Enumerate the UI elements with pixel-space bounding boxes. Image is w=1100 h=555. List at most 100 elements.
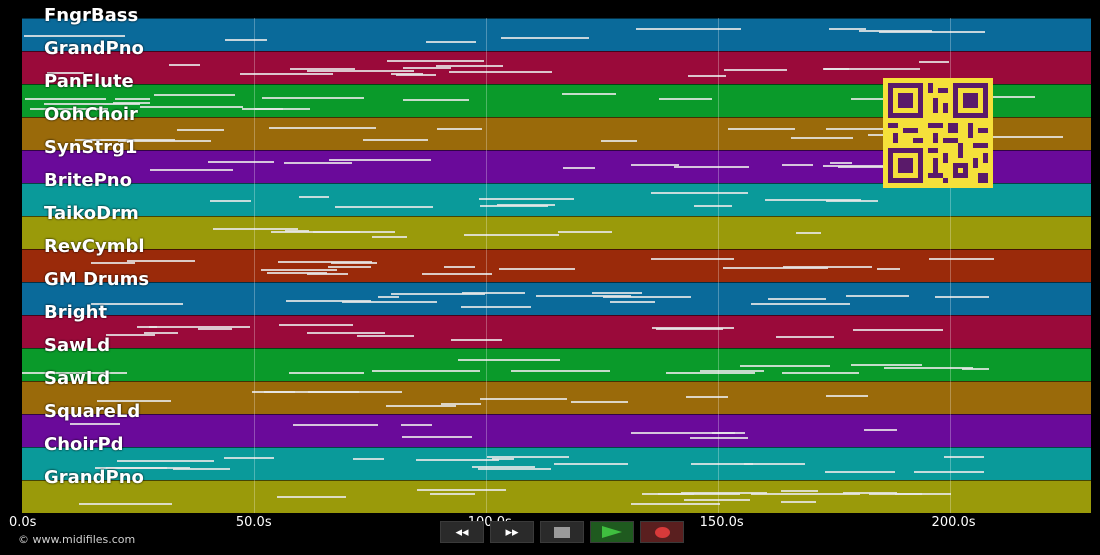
midi-note — [328, 266, 371, 268]
fast-forward-button[interactable]: ▸▸ — [490, 521, 534, 543]
midi-note — [331, 262, 377, 264]
track-lane[interactable] — [22, 18, 1091, 51]
midi-note — [458, 359, 560, 361]
stop-button[interactable] — [540, 521, 584, 543]
track-name-label: FngrBass — [44, 5, 139, 26]
midi-note — [659, 98, 712, 100]
midi-note — [449, 71, 552, 73]
midi-note — [173, 468, 230, 470]
midi-note — [826, 200, 878, 202]
midi-note — [451, 339, 502, 341]
track-name-label: GrandPno — [44, 467, 144, 488]
midi-note — [22, 372, 127, 374]
play-button[interactable] — [590, 521, 634, 543]
midi-note — [461, 306, 531, 308]
midi-note — [24, 35, 125, 37]
midi-note — [480, 398, 567, 400]
midi-note — [877, 268, 900, 270]
midi-note — [261, 269, 337, 271]
track-lane[interactable] — [22, 282, 1091, 315]
midi-note — [879, 31, 985, 33]
midi-note — [684, 499, 750, 501]
midi-note — [386, 405, 456, 407]
track-lane[interactable] — [22, 216, 1091, 249]
midi-note — [935, 296, 989, 298]
midi-note — [462, 292, 525, 294]
track-lane[interactable] — [22, 447, 1091, 480]
piano-roll[interactable] — [22, 18, 1091, 513]
midi-note — [603, 296, 691, 298]
midi-note — [269, 127, 376, 129]
midi-note — [441, 403, 481, 405]
track-name-label: GrandPno — [44, 38, 144, 59]
midi-note — [426, 41, 476, 43]
midi-note — [651, 258, 734, 260]
midi-note — [966, 136, 1063, 138]
transport-controls: ◂◂ ▸▸ — [440, 521, 684, 543]
midi-note — [307, 273, 348, 275]
midi-note — [329, 159, 431, 161]
track-lane[interactable] — [22, 480, 1091, 513]
midi-note — [127, 260, 195, 262]
copyright-credit: © www.midifiles.com — [18, 533, 136, 546]
midi-note — [262, 97, 364, 99]
time-axis-tick-label: 0.0s — [9, 515, 37, 530]
midi-note — [962, 368, 989, 370]
midi-note — [25, 98, 106, 100]
midi-note — [198, 328, 232, 330]
track-lane[interactable] — [22, 348, 1091, 381]
track-lane[interactable] — [22, 249, 1091, 282]
midi-note — [437, 128, 482, 130]
midi-note — [403, 67, 451, 69]
track-lane[interactable] — [22, 414, 1091, 447]
midi-note — [137, 326, 157, 328]
midi-note — [357, 335, 414, 337]
track-name-label: TaikoDrm — [44, 203, 139, 224]
midi-note — [487, 456, 569, 458]
midi-note — [782, 372, 859, 374]
midi-note — [690, 437, 748, 439]
midi-note — [277, 496, 346, 498]
midi-note — [501, 37, 589, 39]
midi-note — [279, 324, 353, 326]
midi-note — [656, 328, 723, 330]
midi-note — [536, 295, 631, 297]
midi-note — [781, 501, 816, 503]
midi-note — [846, 295, 909, 297]
midi-note — [252, 391, 359, 393]
midi-note — [826, 128, 893, 130]
record-button[interactable] — [640, 521, 684, 543]
midi-note — [823, 165, 905, 167]
midi-note — [353, 458, 384, 460]
midi-note — [444, 266, 475, 268]
midi-note — [396, 74, 436, 76]
midi-note — [914, 471, 984, 473]
track-lane[interactable] — [22, 381, 1091, 414]
midi-note — [402, 436, 472, 438]
midi-note — [286, 300, 371, 302]
midi-note — [723, 267, 828, 269]
midi-note — [144, 332, 178, 334]
track-lane[interactable] — [22, 183, 1091, 216]
midi-note — [492, 458, 514, 460]
rewind-button[interactable]: ◂◂ — [440, 521, 484, 543]
time-gridline — [485, 18, 487, 513]
midi-note — [796, 232, 821, 234]
record-icon — [654, 526, 670, 538]
midi-note — [284, 162, 352, 164]
midi-note — [403, 99, 469, 101]
midi-note — [601, 140, 637, 142]
midi-note — [781, 490, 818, 492]
track-name-label: SawLd — [44, 368, 111, 389]
midi-note — [378, 296, 399, 298]
midi-note — [884, 367, 973, 369]
midi-note — [843, 492, 897, 494]
track-name-label: PanFlute — [44, 71, 134, 92]
midi-note — [571, 401, 628, 403]
midi-note — [592, 292, 642, 294]
track-name-label: SawLd — [44, 335, 111, 356]
track-lane[interactable] — [22, 315, 1091, 348]
midi-note — [436, 65, 503, 67]
midi-note — [853, 329, 943, 331]
midi-note — [154, 94, 235, 96]
